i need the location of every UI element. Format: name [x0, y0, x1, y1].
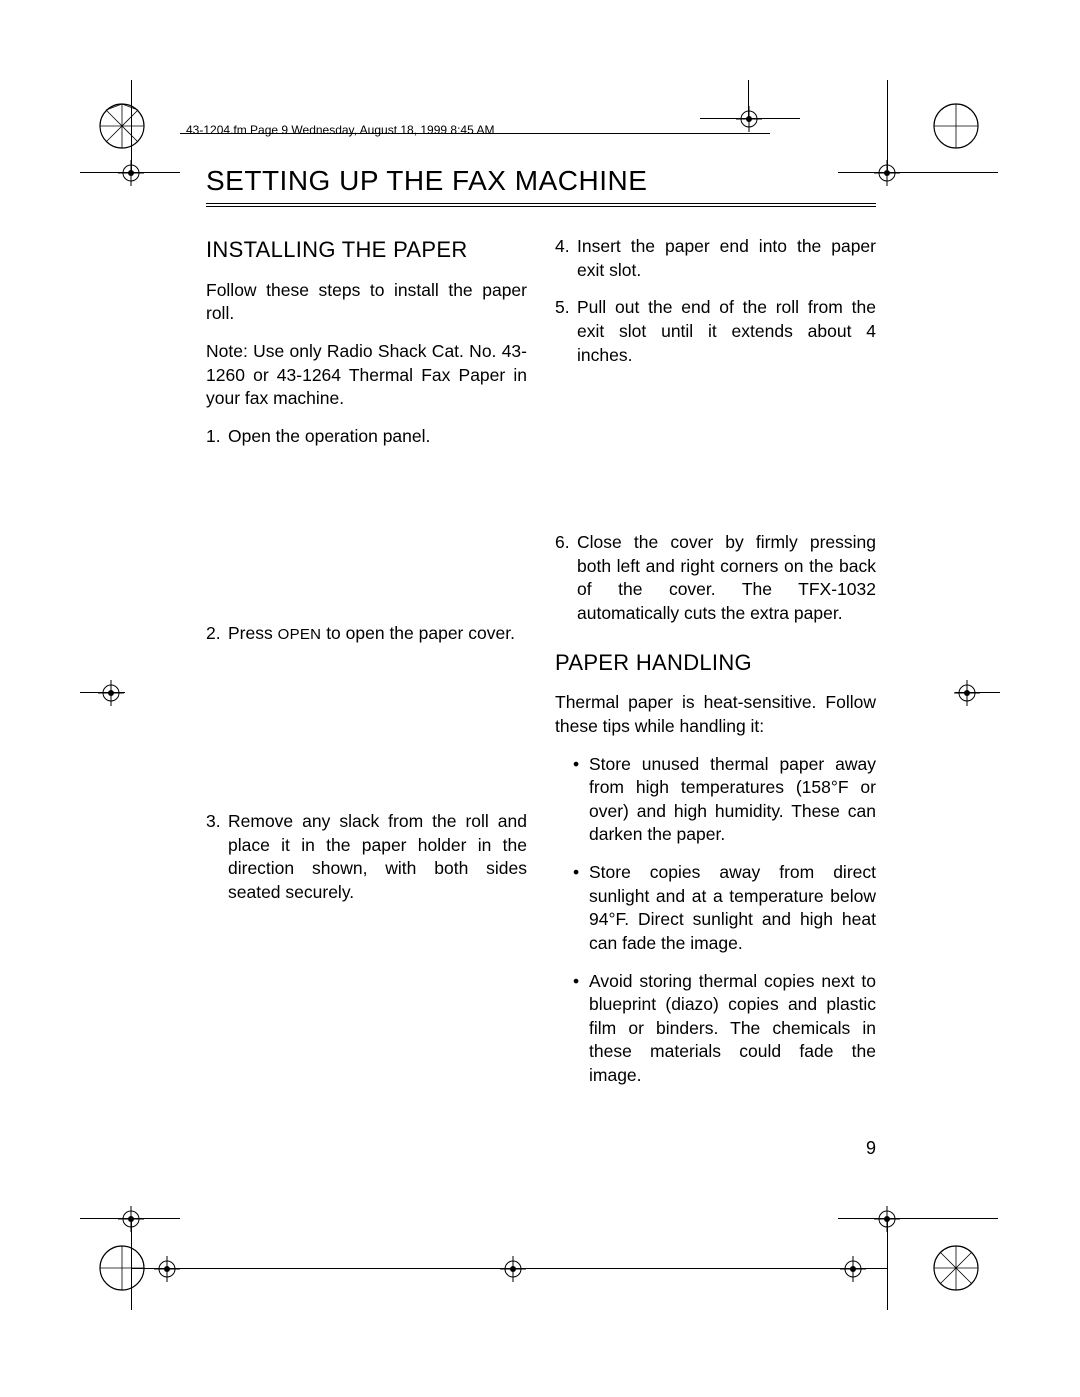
bullet-item: • Avoid storing thermal copies next to b… — [555, 970, 876, 1088]
step-6: 6. Close the cover by firmly pressing bo… — [555, 531, 876, 626]
target-mark-icon — [118, 1206, 144, 1232]
crop-line — [887, 1220, 888, 1310]
crop-line — [700, 118, 800, 119]
running-header: 43-1204.fm Page 9 Wednesday, August 18, … — [186, 123, 762, 137]
crop-line — [748, 80, 749, 120]
crop-line — [887, 80, 888, 170]
figure-placeholder — [206, 660, 527, 810]
button-label-open: OPEN — [278, 626, 322, 643]
section-heading-handling: PAPER HANDLING — [555, 648, 876, 678]
bullet-mark: • — [573, 753, 589, 848]
intro-paragraph: Follow these steps to install the paper … — [206, 279, 527, 326]
target-mark-icon — [874, 1206, 900, 1232]
step-2: 2. Press OPEN to open the paper cover. — [206, 622, 527, 646]
crop-mark-icon — [96, 1242, 148, 1294]
crop-line — [131, 80, 132, 170]
figure-placeholder — [555, 381, 876, 531]
crop-line — [80, 1218, 180, 1219]
intro-paragraph: Thermal paper is heat-sensitive. Follow … — [555, 691, 876, 738]
two-column-layout: INSTALLING THE PAPER Follow these steps … — [206, 235, 876, 1102]
target-mark-icon — [874, 160, 900, 186]
target-mark-icon — [954, 680, 980, 706]
crop-mark-icon — [930, 100, 982, 152]
left-column: INSTALLING THE PAPER Follow these steps … — [206, 235, 527, 1102]
step-number: 6. — [555, 531, 577, 626]
bullet-text: Store copies away from direct sunlight a… — [589, 861, 876, 956]
bullet-mark: • — [573, 861, 589, 956]
title-rule — [206, 203, 876, 207]
bullet-mark: • — [573, 970, 589, 1088]
target-mark-icon — [98, 680, 124, 706]
step-number: 3. — [206, 810, 228, 905]
crop-line — [955, 692, 1000, 693]
target-mark-icon — [840, 1256, 866, 1282]
step-text: Press OPEN to open the paper cover. — [228, 622, 527, 646]
step-text: Remove any slack from the roll and place… — [228, 810, 527, 905]
step-1: 1. Open the operation panel. — [206, 425, 527, 449]
target-mark-icon — [500, 1256, 526, 1282]
step-3: 3. Remove any slack from the roll and pl… — [206, 810, 527, 905]
crop-line — [132, 1268, 888, 1269]
bullet-text: Avoid storing thermal copies next to blu… — [589, 970, 876, 1088]
crop-line — [80, 692, 125, 693]
target-mark-icon — [118, 160, 144, 186]
page-body: SETTING UP THE FAX MACHINE INSTALLING TH… — [206, 165, 876, 1102]
step-number: 2. — [206, 622, 228, 646]
step-4: 4. Insert the paper end into the paper e… — [555, 235, 876, 282]
section-heading-installing: INSTALLING THE PAPER — [206, 235, 527, 265]
step-text: Open the operation panel. — [228, 425, 527, 449]
step-number: 1. — [206, 425, 228, 449]
bullet-item: • Store unused thermal paper away from h… — [555, 753, 876, 848]
step-text: Insert the paper end into the paper exit… — [577, 235, 876, 282]
right-column: 4. Insert the paper end into the paper e… — [555, 235, 876, 1102]
step-text-part: Press — [228, 623, 278, 643]
crop-line — [838, 1218, 998, 1219]
page-number: 9 — [206, 1138, 876, 1159]
header-rule — [180, 133, 770, 134]
step-number: 5. — [555, 296, 577, 367]
bullet-text: Store unused thermal paper away from hig… — [589, 753, 876, 848]
crop-line — [80, 172, 180, 173]
crop-line — [131, 1220, 132, 1310]
bullet-item: • Store copies away from direct sunlight… — [555, 861, 876, 956]
figure-placeholder — [206, 462, 527, 622]
step-5: 5. Pull out the end of the roll from the… — [555, 296, 876, 367]
note-paragraph: Note: Use only Radio Shack Cat. No. 43-1… — [206, 340, 527, 411]
step-text: Pull out the end of the roll from the ex… — [577, 296, 876, 367]
step-text-part: to open the paper cover. — [321, 623, 515, 643]
crop-mark-icon — [96, 100, 148, 152]
step-text: Close the cover by firmly pressing both … — [577, 531, 876, 626]
page-title: SETTING UP THE FAX MACHINE — [206, 165, 876, 197]
step-number: 4. — [555, 235, 577, 282]
target-mark-icon — [154, 1256, 180, 1282]
crop-mark-icon — [930, 1242, 982, 1294]
